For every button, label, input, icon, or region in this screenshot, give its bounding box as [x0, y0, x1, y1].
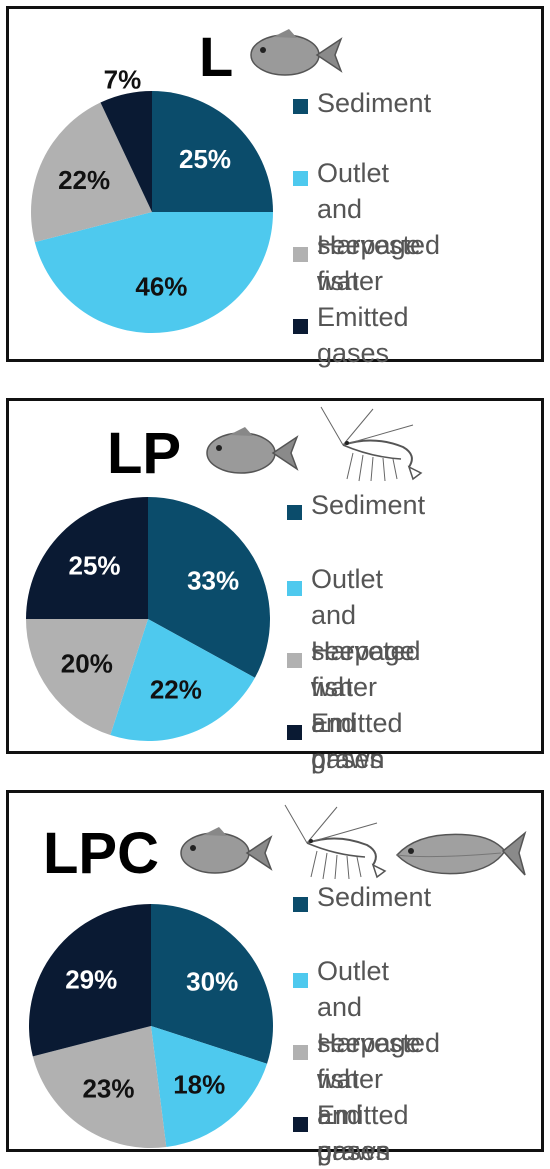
slice-value-label: 18% [173, 1069, 225, 1099]
slice-value-label: 22% [150, 674, 202, 704]
legend-label: Emitted gases [311, 708, 403, 774]
legend-swatch [293, 247, 308, 262]
legend-swatch [287, 725, 302, 740]
legend-swatch [287, 581, 302, 596]
slice-value-label: 29% [65, 965, 117, 995]
fish-icon [206, 427, 299, 474]
legend-label: Sediment [311, 490, 426, 520]
legend-label: Emitted gases [317, 302, 409, 368]
legend: Sediment Outlet and seepage water Harveste… [291, 879, 541, 1166]
chart-panel-lp: 33% 22% 20% 25% LP Sediment Outlet and seepa… [6, 398, 544, 774]
legend-swatch [293, 99, 308, 114]
pie-chart-l: 25% 46% 22% 7% [31, 65, 273, 333]
chart-panel-lpc: 30% 18% 23% 29% LPC Sediment Outlet and seep… [6, 790, 544, 1166]
chart-title: LP [107, 421, 182, 486]
pie-slice-sediment [148, 497, 270, 678]
legend-swatch [293, 1117, 308, 1132]
legend-swatch [287, 653, 302, 668]
legend-label: Emitted gases [317, 1100, 409, 1166]
carp-icon [395, 830, 527, 876]
pie-slice-harvest [32, 1026, 167, 1148]
slice-value-label: 25% [179, 144, 231, 174]
pie-slice-outlet-water [151, 1026, 268, 1148]
slice-value-label: 7% [104, 65, 142, 95]
prawn-icon [320, 406, 423, 482]
legend-swatch [293, 973, 308, 988]
legend-swatch [293, 319, 308, 334]
pie-slice-sediment [152, 91, 273, 212]
legend-swatch [293, 897, 308, 912]
pie-slice-outlet-water [34, 212, 273, 333]
pie-chart-lp: 33% 22% 20% 25% [26, 497, 270, 741]
slice-value-label: 46% [135, 271, 187, 301]
legend-label: Harvested fish and prawn [317, 1028, 441, 1166]
slice-value-label: 23% [82, 1074, 134, 1104]
chart-title: LPC [43, 821, 159, 886]
slice-value-label: 33% [187, 565, 239, 595]
pie-slice-harvest [31, 102, 153, 243]
slice-value-label: 20% [61, 648, 113, 678]
legend-label: Outlet and seepage water [311, 564, 415, 702]
pie-slice-outlet-water [110, 619, 255, 741]
legend: Sediment Outlet and seepage water Harveste… [291, 85, 541, 368]
legend-swatch [293, 1045, 308, 1060]
chart-title: L [199, 25, 234, 88]
legend: Sediment Outlet and seepage water Harveted… [285, 487, 541, 774]
fish-icon [250, 29, 343, 76]
legend-label: Harvested fish [317, 230, 441, 296]
pie-slice-emitted-gases [26, 497, 148, 619]
legend-label: Outlet and seepage water [317, 956, 421, 1094]
pie-slice-emitted-gases [100, 91, 152, 212]
legend-label: Sediment [317, 88, 432, 118]
pie-slice-harvest [26, 619, 148, 736]
legend-label: Harveted fish and prawn [311, 636, 421, 774]
legend-label: Outlet and seepage water [317, 158, 421, 296]
legend-label: Sediment [317, 882, 432, 912]
slice-value-label: 30% [186, 967, 238, 997]
prawn-icon [284, 804, 387, 880]
legend-swatch [287, 505, 302, 520]
pie-chart-lpc: 30% 18% 23% 29% [28, 904, 273, 1148]
fish-icon [180, 827, 273, 874]
pie-slice-emitted-gases [28, 904, 151, 1057]
chart-panel-l: 25% 46% 22% 7% L Sediment Outlet and seepage… [6, 6, 544, 368]
slice-value-label: 25% [68, 551, 120, 581]
slice-value-label: 22% [58, 165, 110, 195]
pie-slice-sediment [151, 904, 273, 1064]
legend-swatch [293, 171, 308, 186]
